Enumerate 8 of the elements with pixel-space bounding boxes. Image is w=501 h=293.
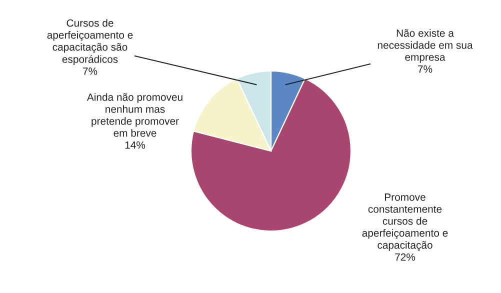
data-label: 14% [125,141,146,149]
slice-label: Cursos de aperfeiçoamento e capacitação são esporádicos [47,19,133,65]
data-label: 7% [418,65,432,73]
data-label: 72% [395,253,416,261]
slice-label: Promove constantemente cursos de aperfeiçoamento e capacitação [362,194,448,251]
data-label: 7% [83,68,98,75]
slice-label: Ainda não promoveu nenhum mas pretende promover em breve [86,93,182,137]
slice-label: Não existe a necessidade em sua empresa [378,29,473,63]
